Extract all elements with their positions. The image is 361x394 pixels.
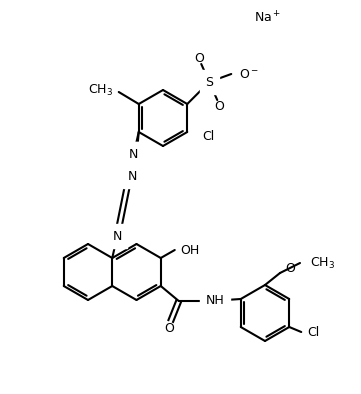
- Text: N: N: [129, 147, 138, 160]
- Text: O: O: [214, 100, 224, 113]
- Text: O$^-$: O$^-$: [239, 67, 259, 80]
- Text: CH$_3$: CH$_3$: [310, 255, 335, 271]
- Text: Cl: Cl: [307, 327, 319, 340]
- Text: N: N: [132, 147, 142, 160]
- Text: O: O: [285, 262, 295, 275]
- Text: NH: NH: [206, 294, 225, 307]
- Text: Cl: Cl: [202, 130, 214, 143]
- Text: CH$_3$: CH$_3$: [88, 82, 113, 98]
- Text: N: N: [128, 169, 138, 182]
- Text: OH: OH: [181, 243, 200, 256]
- Text: O: O: [164, 323, 174, 336]
- Text: N: N: [113, 229, 122, 242]
- Text: Na$^+$: Na$^+$: [255, 10, 282, 26]
- Text: S: S: [205, 76, 213, 89]
- Text: O: O: [194, 52, 204, 65]
